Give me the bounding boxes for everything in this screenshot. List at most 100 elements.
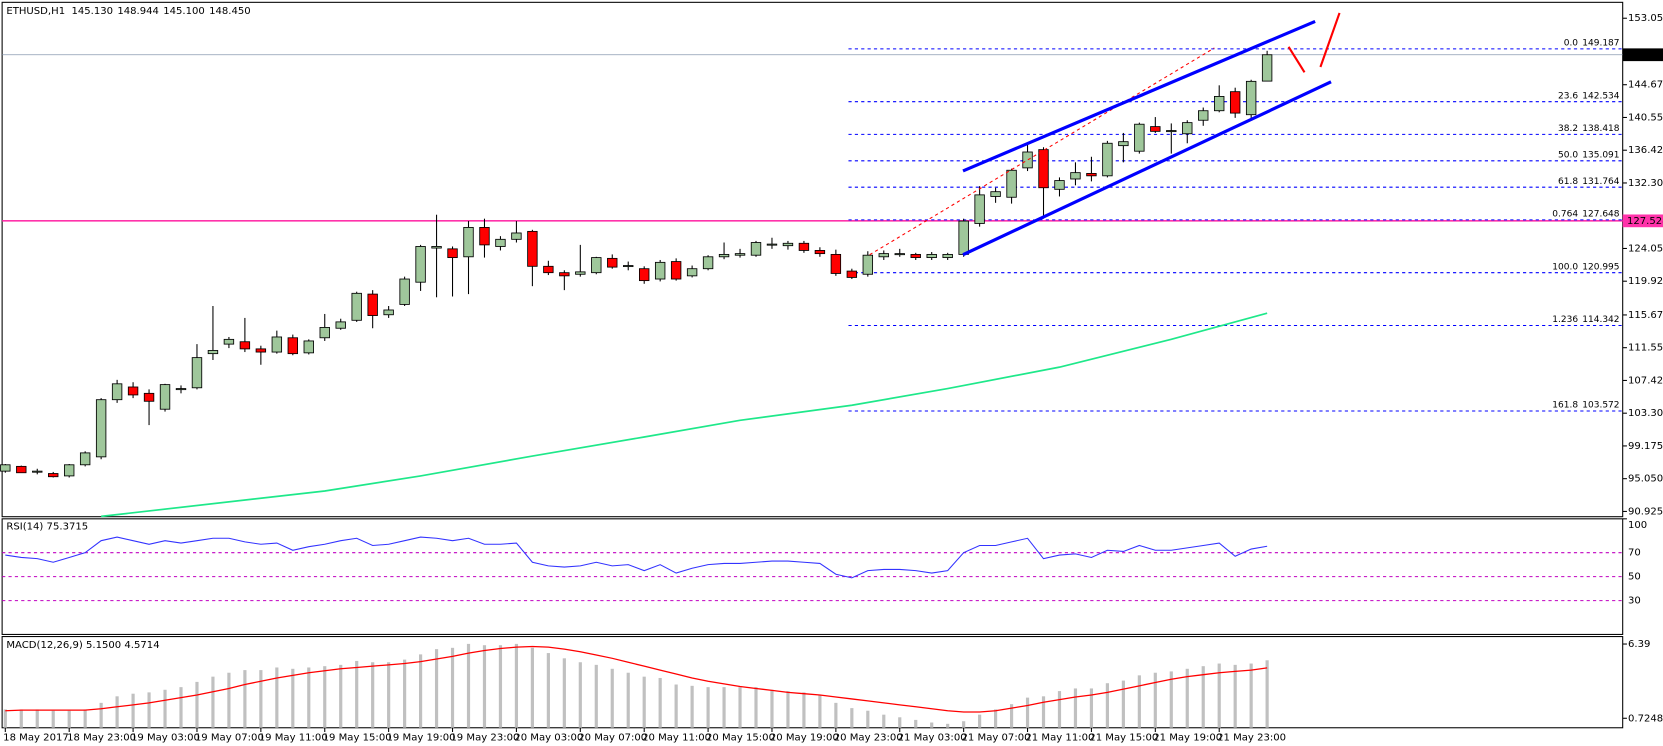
candle-body xyxy=(894,253,905,256)
candle-body xyxy=(1166,130,1177,133)
x-tick-label: 20 May 15:00 xyxy=(706,732,775,743)
candle-body xyxy=(399,278,410,305)
macd-bar xyxy=(19,709,23,728)
level-box xyxy=(1622,214,1663,228)
macd-bar xyxy=(1265,660,1269,728)
x-tick-label: 20 May 19:00 xyxy=(770,732,839,743)
candle-body xyxy=(1086,173,1097,177)
macd-bar xyxy=(371,662,375,728)
y-tick-label: 90.925 xyxy=(1628,506,1663,517)
macd-bar xyxy=(1057,691,1062,728)
fib-ratio: 0.0 xyxy=(1564,38,1579,48)
candle-body xyxy=(798,242,810,251)
macd-bar xyxy=(307,667,311,728)
macd-title: MACD(12,26,9) 5.1500 4.5714 xyxy=(6,640,159,651)
candle-body xyxy=(1102,142,1113,177)
candle-body xyxy=(782,242,794,247)
macd-bar xyxy=(722,687,726,728)
macd-bar xyxy=(818,695,822,728)
y-tick-label: 144.675 xyxy=(1628,80,1663,91)
macd-bar xyxy=(355,660,359,728)
macd-bar xyxy=(946,723,950,728)
macd-bar xyxy=(323,666,327,728)
candle-body xyxy=(463,226,474,258)
header-value: 145.130 xyxy=(71,6,113,17)
x-tick-label: 21 May 19:00 xyxy=(1153,732,1222,743)
macd-bar xyxy=(1233,664,1237,728)
x-tick-label: 21 May 11:00 xyxy=(1025,732,1094,743)
candle-body xyxy=(623,265,634,268)
macd-bar xyxy=(1201,666,1205,728)
macd-bar xyxy=(482,645,487,728)
candle-body xyxy=(670,261,682,280)
price-box xyxy=(1622,48,1663,62)
candle-body xyxy=(1198,110,1209,121)
candle-body xyxy=(383,309,394,316)
y-tick-label: 30 xyxy=(1628,596,1641,607)
macd-bar xyxy=(1137,675,1141,728)
signal-line xyxy=(5,645,1268,713)
y-tick-label: 100 xyxy=(1628,520,1647,531)
macd-bar xyxy=(1073,688,1078,728)
macd-bar xyxy=(546,653,550,728)
candle-body xyxy=(191,357,203,389)
y-tick-label: 99.175 xyxy=(1628,441,1663,452)
macd-bar xyxy=(450,647,455,728)
candle-body xyxy=(495,238,506,247)
macd-bar xyxy=(99,702,103,728)
fib-price: 131.764 xyxy=(1582,176,1619,186)
y-tick-label: 70 xyxy=(1628,548,1641,559)
x-tick-label: 19 May 11:00 xyxy=(259,732,328,743)
fib-ratio: 0.764 xyxy=(1552,209,1578,219)
rsi-panel xyxy=(1,518,1624,635)
candle-body xyxy=(367,293,378,316)
macd-bar xyxy=(994,709,998,728)
candle-body xyxy=(223,338,235,345)
x-tick-label: 21 May 03:00 xyxy=(898,732,967,743)
macd-bar xyxy=(51,710,55,728)
macd-bar xyxy=(898,717,902,728)
rsi-title: RSI(14) 75.3715 xyxy=(6,521,88,532)
macd-bar xyxy=(35,709,39,728)
candle-body xyxy=(910,253,921,259)
macd-bar xyxy=(243,670,247,728)
y-tick-label: 153.050 xyxy=(1628,13,1663,24)
candle-body xyxy=(990,191,1001,197)
macd-bar xyxy=(83,709,87,728)
macd-bar xyxy=(211,676,215,728)
candle-body xyxy=(1038,149,1049,189)
fib-price: 149.187 xyxy=(1582,38,1619,48)
fib-label: 161.8 103.572 xyxy=(1552,400,1619,410)
macd-bar xyxy=(674,684,678,728)
fib-price: 120.995 xyxy=(1582,262,1619,272)
candle-body xyxy=(63,464,75,477)
y-tick-label: 119.925 xyxy=(1628,276,1663,287)
candle-body xyxy=(287,337,299,355)
macd-bar xyxy=(594,664,598,728)
symbol: ETHUSD,H1 xyxy=(6,6,65,17)
macd-bar xyxy=(418,654,423,728)
macd-bar xyxy=(1169,671,1173,728)
candle-body xyxy=(830,253,842,274)
macd-bar xyxy=(514,643,519,728)
candle-body xyxy=(207,350,219,355)
candle-body xyxy=(32,470,43,473)
candle-body xyxy=(1261,54,1273,82)
macd-bar xyxy=(706,687,710,728)
macd-bar xyxy=(786,691,790,728)
main-panel xyxy=(1,1,1624,518)
x-tick-label: 19 May 19:00 xyxy=(387,732,456,743)
candle-body xyxy=(1214,96,1225,112)
macd-bar xyxy=(1185,668,1189,728)
candle-body xyxy=(335,321,346,329)
candle-body xyxy=(255,348,267,353)
candle-body xyxy=(559,272,570,277)
macd-bar xyxy=(67,710,71,728)
macd-bar xyxy=(3,709,7,728)
x-tick-label: 20 May 07:00 xyxy=(578,732,647,743)
x-tick-label: 19 May 03:00 xyxy=(131,732,200,743)
macd-bar xyxy=(1153,672,1157,728)
macd-bar xyxy=(770,689,774,728)
macd-bar xyxy=(962,721,966,728)
